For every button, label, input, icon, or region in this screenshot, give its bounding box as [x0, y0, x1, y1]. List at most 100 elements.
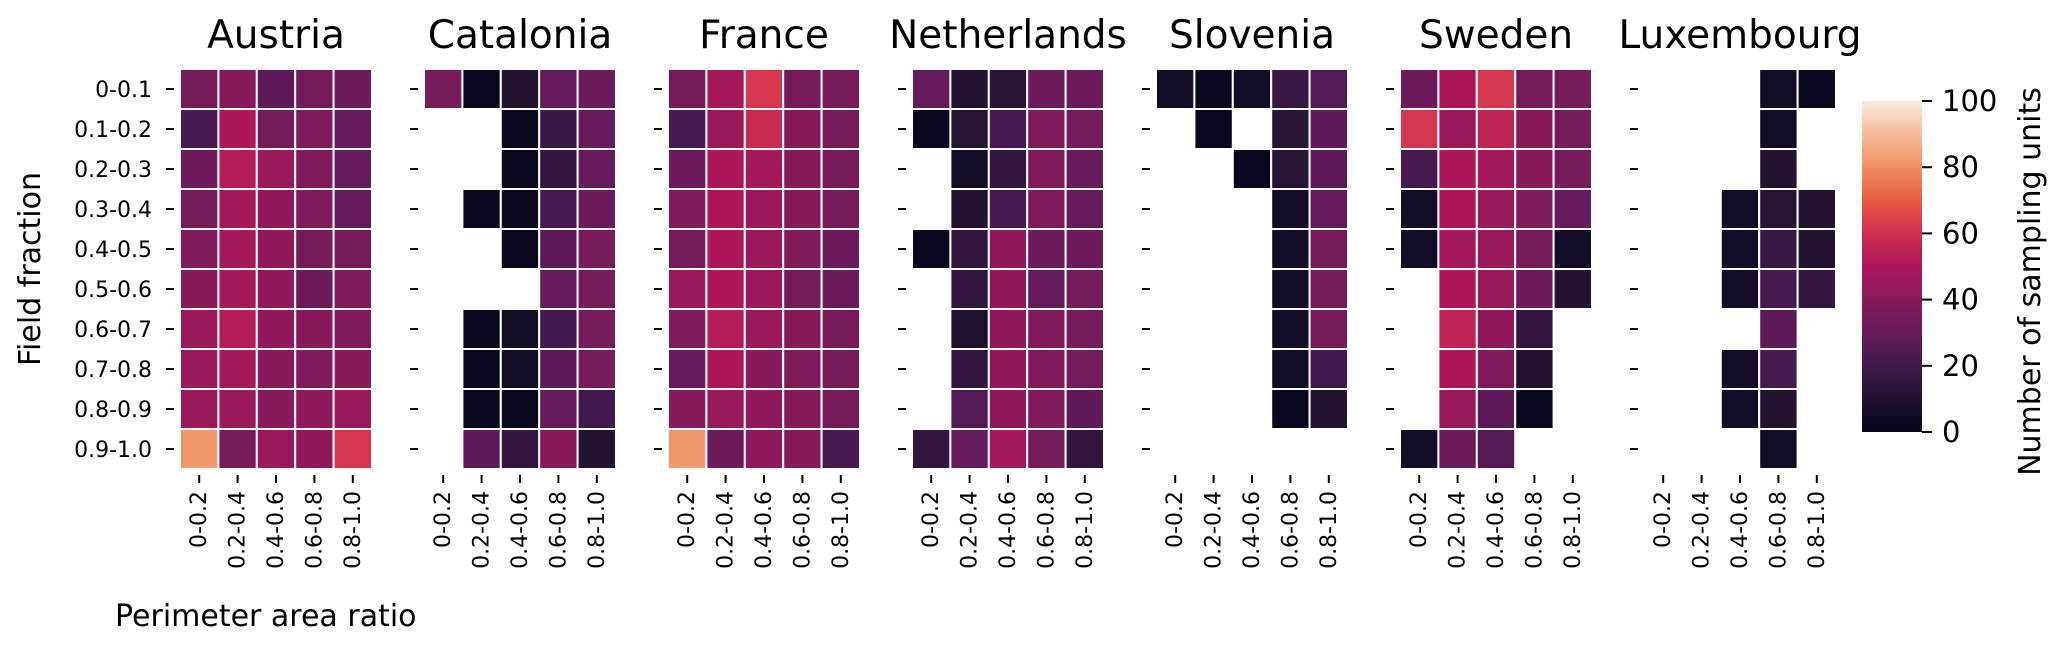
- heatmap-cell: [538, 268, 579, 310]
- heatmap-cell: [705, 388, 746, 430]
- heatmap-cell: [332, 228, 374, 270]
- x-tick-label: 0.4-0.6: [1484, 491, 1509, 569]
- heatmap-cell: [1270, 188, 1311, 230]
- y-tick-label: 0.2-0.3: [74, 158, 152, 183]
- heatmap-cell: [1064, 388, 1105, 430]
- heatmap-cell: [949, 428, 990, 470]
- heatmap-cell: [499, 148, 541, 190]
- heatmap-cell: [538, 308, 579, 350]
- heatmap-cell: [499, 428, 541, 470]
- heatmap-cell: [743, 68, 785, 110]
- heatmap-cell: [1758, 428, 1799, 470]
- heatmap-cell: [1064, 148, 1105, 190]
- heatmap-cell: [217, 348, 258, 390]
- heatmap-cell: [1719, 268, 1761, 310]
- heatmap-cell: [332, 148, 374, 190]
- heatmap-cell: [667, 148, 708, 190]
- heatmap-cell: [1552, 228, 1593, 270]
- heatmap-cell: [461, 348, 502, 390]
- heatmap-cell: [217, 108, 258, 150]
- heatmap-cell: [1308, 268, 1349, 310]
- x-tick-label: 0.6-0.8: [546, 491, 571, 569]
- y-tick-label: 0-0.1: [95, 78, 152, 103]
- heatmap-cell: [294, 108, 335, 150]
- heatmap-cell: [782, 428, 823, 470]
- x-tick-label: 0-0.2: [919, 491, 944, 548]
- heatmap-cell: [1758, 268, 1799, 310]
- heatmap-cell: [1758, 68, 1799, 110]
- heatmap-cell: [255, 268, 297, 310]
- heatmap-cell: [820, 188, 861, 230]
- heatmap-cell: [461, 68, 502, 110]
- x-tick-label: 0.2-0.4: [958, 491, 983, 569]
- heatmap-cell: [499, 68, 541, 110]
- panel-title-netherlands: Netherlands: [889, 13, 1127, 58]
- y-axis-label: Field fraction: [13, 172, 48, 366]
- heatmap-cell: [1026, 388, 1067, 430]
- heatmap-cell: [667, 108, 708, 150]
- heatmap-cell: [1308, 228, 1349, 270]
- heatmap-cell: [911, 108, 952, 150]
- x-tick-label: 0.2-0.4: [226, 491, 251, 569]
- heatmap-cell: [179, 348, 220, 390]
- heatmap-cell: [1026, 308, 1067, 350]
- heatmap-cell: [949, 348, 990, 390]
- x-tick-label: 0.2-0.4: [714, 491, 739, 569]
- heatmap-cell: [820, 148, 861, 190]
- heatmap-cell: [782, 348, 823, 390]
- heatmap-cell: [820, 428, 861, 470]
- heatmap-cell: [538, 188, 579, 230]
- heatmap-cell: [949, 308, 990, 350]
- heatmap-cell: [576, 188, 617, 230]
- heatmap-cell: [461, 428, 502, 470]
- y-tick-label: 0.4-0.5: [74, 238, 152, 263]
- heatmap-cell: [538, 68, 579, 110]
- heatmap-cell: [949, 68, 990, 110]
- heatmap-cell: [255, 388, 297, 430]
- heatmap-cell: [255, 308, 297, 350]
- heatmap-cell: [538, 108, 579, 150]
- heatmap-cell: [538, 348, 579, 390]
- colorbar-label: Number of sampling units: [2013, 87, 2048, 476]
- heatmap-cell: [987, 388, 1029, 430]
- heatmap-cell: [1514, 388, 1555, 430]
- heatmap-cell: [820, 388, 861, 430]
- heatmap-cell: [987, 148, 1029, 190]
- colorbar-tick-label: 0: [1942, 415, 1960, 449]
- heatmap-cell: [743, 308, 785, 350]
- x-tick-label: 0.2-0.4: [1202, 491, 1227, 569]
- heatmap-cell: [1270, 228, 1311, 270]
- heatmap-cell: [1399, 108, 1440, 150]
- heatmap-cell: [782, 148, 823, 190]
- panel-title-catalonia: Catalonia: [428, 13, 612, 58]
- heatmap-cell: [1064, 348, 1105, 390]
- x-tick-label: 0.8-1.0: [585, 491, 610, 569]
- panel-title-slovenia: Slovenia: [1169, 13, 1335, 58]
- heatmap-cell: [1308, 188, 1349, 230]
- heatmap-cell: [179, 188, 220, 230]
- heatmap-cell: [1514, 68, 1555, 110]
- heatmap-cell: [743, 388, 785, 430]
- heatmap-cell: [179, 388, 220, 430]
- x-tick-label: 0.4-0.6: [264, 491, 289, 569]
- heatmap-cell: [1552, 148, 1593, 190]
- heatmap-cell: [1437, 188, 1478, 230]
- colorbar-tick-label: 40: [1942, 283, 1979, 317]
- heatmap-cell: [1026, 148, 1067, 190]
- x-tick-label: 0-0.2: [1407, 491, 1432, 548]
- heatmap-cell: [1437, 148, 1478, 190]
- heatmap-cell: [705, 308, 746, 350]
- heatmap-cell: [1437, 388, 1478, 430]
- heatmap-cell: [1475, 228, 1517, 270]
- heatmap-cell: [820, 348, 861, 390]
- heatmap-cell: [1308, 308, 1349, 350]
- heatmap-cell: [987, 348, 1029, 390]
- heatmap-cell: [782, 308, 823, 350]
- heatmap-cell: [1437, 228, 1478, 270]
- heatmap-cell: [179, 68, 220, 110]
- heatmap-cell: [576, 428, 617, 470]
- heatmap-cell: [705, 148, 746, 190]
- heatmap-cell: [1026, 188, 1067, 230]
- heatmap-cell: [1552, 188, 1593, 230]
